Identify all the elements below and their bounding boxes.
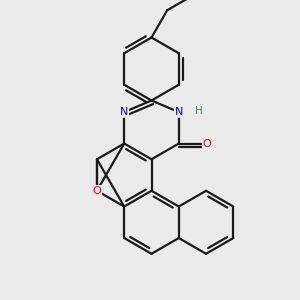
Text: O: O xyxy=(93,186,101,196)
Text: N: N xyxy=(175,107,183,117)
Text: H: H xyxy=(195,106,203,116)
Text: N: N xyxy=(120,107,128,117)
Text: O: O xyxy=(203,139,212,148)
